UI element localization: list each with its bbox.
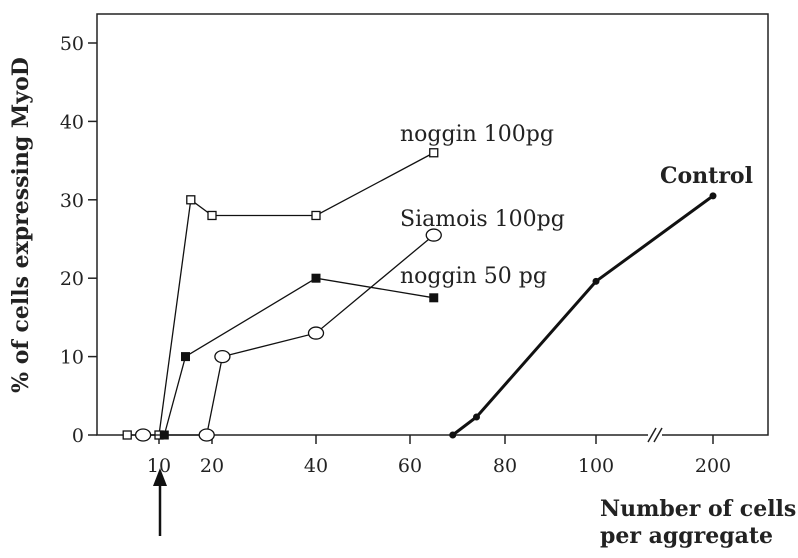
- data-point: [592, 277, 600, 285]
- axis-break: [647, 427, 663, 443]
- y-tick-label: 30: [60, 190, 84, 212]
- x-tick-label: 10: [147, 455, 171, 477]
- x-tick-label: 80: [493, 455, 517, 477]
- label-noggin-50pg: noggin 50 pg: [400, 264, 547, 289]
- data-point: [159, 430, 169, 440]
- data-point: [709, 192, 717, 200]
- data-point: [429, 293, 439, 303]
- data-point: [198, 428, 215, 442]
- data-point: [122, 430, 132, 440]
- x-tick-label: 200: [695, 455, 731, 477]
- data-point: [473, 413, 480, 421]
- y-tick-label: 50: [60, 33, 84, 55]
- label-noggin-100pg: noggin 100pg: [400, 122, 554, 147]
- y-tick-label: 40: [60, 111, 84, 133]
- data-point: [134, 428, 152, 442]
- series-noggin-100pg: [122, 148, 439, 440]
- x-tick-label: 40: [304, 455, 328, 477]
- plot-frame: [96, 13, 769, 436]
- data-point: [425, 228, 442, 242]
- y-axis: 0 10 20 30 40 50: [60, 33, 97, 447]
- data-point: [186, 195, 196, 205]
- series-line: [451, 194, 714, 437]
- data-point: [311, 273, 321, 283]
- series-line: [163, 277, 434, 436]
- y-axis-label: % of cells expressing MyoD: [8, 57, 34, 393]
- data-point: [214, 349, 231, 364]
- x-axis-label-line2: per aggregate: [600, 523, 773, 549]
- x-axis-label-line1: Number of cells: [600, 496, 796, 522]
- series-line: [127, 152, 435, 436]
- x-axis: 10 20 40 60 80 100 200: [147, 435, 731, 477]
- arrow-marker: [153, 468, 167, 536]
- label-siamois-100pg: Siamois 100pg: [400, 207, 565, 232]
- x-tick-label: 60: [398, 455, 422, 477]
- data-point: [429, 148, 439, 158]
- data-point: [207, 210, 217, 221]
- y-tick-label: 20: [60, 268, 84, 290]
- series-siamois-100pg: [134, 228, 442, 442]
- series-control: [449, 192, 717, 439]
- data-point: [181, 352, 190, 362]
- y-tick-label: 10: [60, 347, 84, 369]
- label-control: Control: [660, 163, 753, 189]
- series-noggin-50-pg: [159, 273, 439, 440]
- y-tick-label: 0: [72, 425, 84, 447]
- x-tick-label: 20: [200, 455, 224, 477]
- x-tick-label: 100: [578, 455, 614, 477]
- data-point: [311, 210, 321, 221]
- series-line: [143, 234, 435, 436]
- data-point: [307, 326, 325, 340]
- data-point: [449, 431, 457, 439]
